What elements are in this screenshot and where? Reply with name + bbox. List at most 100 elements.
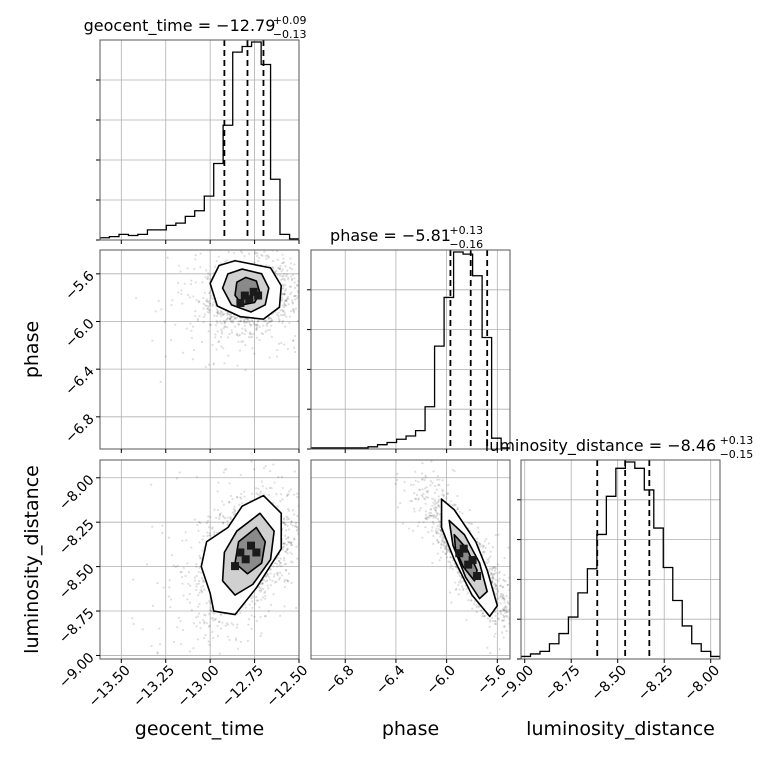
sample-point bbox=[528, 599, 530, 601]
sample-point bbox=[435, 527, 438, 530]
sample-point bbox=[494, 567, 497, 570]
sample-point bbox=[496, 590, 500, 593]
sample-point bbox=[488, 570, 491, 573]
sample-point bbox=[300, 265, 302, 267]
sample-point bbox=[424, 474, 427, 477]
sample-point bbox=[567, 693, 569, 695]
sample-point bbox=[197, 300, 200, 304]
sample-point bbox=[230, 518, 233, 521]
sample-point bbox=[238, 323, 241, 326]
sample-point bbox=[292, 311, 296, 314]
sample-point bbox=[499, 610, 502, 613]
sample-point bbox=[249, 336, 252, 339]
sample-point bbox=[226, 520, 229, 523]
sample-point bbox=[208, 600, 211, 603]
sample-point bbox=[328, 549, 330, 551]
sample-point bbox=[286, 548, 289, 551]
sample-point bbox=[431, 514, 435, 517]
sample-point bbox=[281, 293, 284, 296]
sample-point bbox=[501, 597, 504, 600]
sample-point bbox=[280, 574, 284, 577]
sample-point bbox=[168, 579, 171, 582]
sample-point bbox=[253, 468, 256, 471]
sample-point bbox=[492, 577, 495, 580]
sample-point bbox=[314, 530, 316, 532]
sample-point bbox=[183, 282, 186, 285]
sample-point bbox=[232, 623, 235, 626]
sample-point bbox=[311, 449, 313, 451]
sample-point bbox=[227, 312, 230, 315]
sample-point bbox=[442, 542, 445, 545]
sample-point bbox=[218, 516, 221, 519]
sample-point bbox=[192, 667, 194, 669]
sample-point bbox=[495, 585, 498, 588]
sample-point bbox=[286, 295, 289, 299]
sample-point bbox=[209, 601, 212, 605]
sample-point bbox=[479, 545, 482, 548]
sample-point bbox=[182, 351, 185, 354]
sample-point bbox=[227, 336, 230, 339]
sample-point bbox=[428, 514, 431, 517]
sample-point bbox=[289, 541, 293, 544]
sample-point bbox=[230, 320, 233, 323]
sample-point bbox=[503, 606, 506, 609]
sample-point bbox=[432, 501, 435, 504]
sample-point bbox=[473, 600, 476, 603]
sample-point bbox=[296, 295, 299, 298]
sample-point bbox=[499, 584, 502, 588]
sample-point bbox=[283, 304, 287, 307]
sample-point bbox=[435, 488, 438, 491]
sample-point bbox=[270, 487, 273, 490]
sample-point bbox=[331, 508, 333, 510]
sample-point bbox=[432, 516, 435, 519]
sample-point bbox=[514, 649, 516, 651]
sample-point bbox=[195, 616, 198, 619]
sample-point bbox=[278, 559, 281, 562]
sample-point bbox=[322, 318, 324, 320]
sample-point bbox=[206, 519, 210, 523]
sample-point bbox=[468, 508, 471, 512]
sample-point bbox=[395, 478, 399, 482]
sample-point bbox=[359, 445, 361, 447]
sample-point bbox=[301, 321, 303, 323]
sample-point bbox=[228, 332, 231, 336]
sample-point bbox=[426, 516, 429, 519]
sample-point bbox=[441, 479, 444, 482]
sample-point bbox=[281, 319, 284, 323]
sample-point bbox=[314, 260, 316, 262]
sample-point bbox=[292, 307, 295, 311]
plot-area bbox=[135, 231, 324, 383]
sample-point bbox=[239, 231, 241, 233]
sample-point bbox=[281, 247, 283, 249]
sample-point bbox=[293, 470, 296, 473]
sample-point bbox=[445, 548, 448, 551]
sample-point bbox=[256, 326, 259, 329]
sample-point bbox=[502, 608, 505, 612]
sample-point bbox=[501, 585, 505, 588]
sample-point bbox=[505, 614, 508, 617]
sample-point bbox=[282, 522, 285, 525]
sample-point bbox=[279, 265, 282, 268]
sample-point bbox=[172, 564, 175, 567]
sample-point bbox=[373, 429, 375, 431]
sample-point bbox=[131, 617, 134, 620]
sample-point bbox=[217, 340, 220, 344]
sample-point bbox=[489, 576, 493, 580]
sample-point bbox=[301, 564, 303, 566]
sample-point bbox=[204, 633, 207, 637]
sample-point bbox=[289, 488, 292, 491]
sample-point bbox=[452, 504, 455, 507]
sample-point bbox=[497, 533, 500, 536]
sample-point bbox=[483, 614, 486, 618]
sample-point bbox=[177, 291, 180, 294]
density-cell bbox=[254, 291, 263, 300]
sample-point bbox=[423, 487, 427, 490]
sample-point bbox=[501, 595, 504, 598]
sample-point bbox=[233, 317, 236, 321]
sample-point bbox=[424, 517, 427, 521]
sample-point bbox=[216, 624, 219, 627]
sample-point bbox=[221, 689, 223, 691]
sample-point bbox=[414, 497, 417, 500]
sample-point bbox=[256, 493, 260, 496]
sample-point bbox=[255, 323, 258, 326]
